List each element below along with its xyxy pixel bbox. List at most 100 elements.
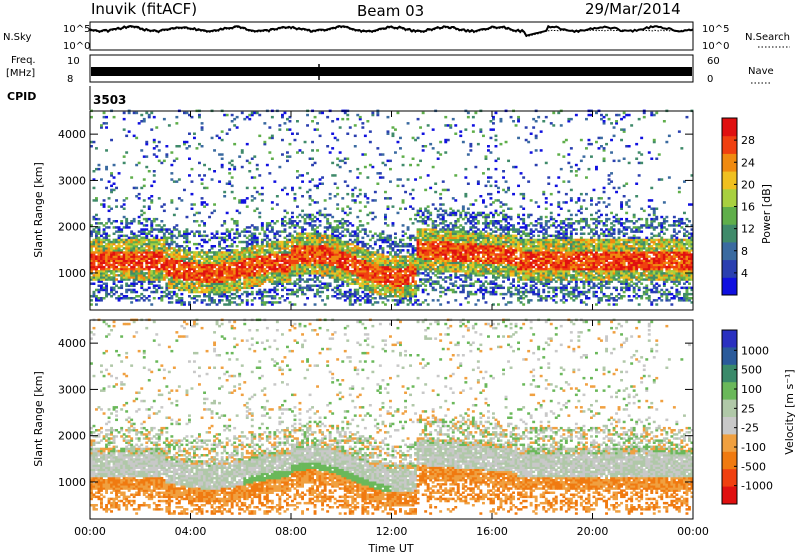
power-cell: [258, 245, 261, 247]
power-cell: [454, 291, 457, 293]
power-cell: [387, 224, 390, 226]
power-cell: [301, 287, 304, 289]
power-cell: [477, 299, 480, 301]
power-cell: [341, 262, 344, 264]
power-cell: [95, 230, 98, 232]
power-cell: [464, 297, 467, 299]
power-cell: [180, 199, 183, 201]
power-cell: [467, 218, 470, 220]
power-cell: [467, 208, 470, 210]
power-cell: [467, 230, 470, 232]
power-cell: [100, 178, 103, 180]
power-cell: [306, 278, 309, 280]
power-cell: [163, 274, 166, 276]
power-cell: [417, 220, 420, 222]
nave-label: Nave: [748, 66, 774, 77]
power-cell: [143, 299, 146, 301]
power-cell: [339, 126, 342, 128]
power-cell: [316, 218, 319, 220]
power-cell: [198, 251, 201, 253]
freq-panel: Freq. [MHz] 10 8 60 0 Nave: [6, 55, 774, 85]
power-cell: [286, 239, 289, 241]
power-cell: [432, 287, 435, 289]
power-cell: [208, 255, 211, 257]
power-cell: [251, 303, 254, 305]
power-cell: [392, 205, 395, 207]
power-cell: [211, 255, 214, 257]
power-cell: [485, 235, 488, 237]
power-cell: [439, 235, 442, 237]
power-cell: [387, 205, 390, 207]
power-cell: [361, 241, 364, 243]
power-cell: [221, 299, 224, 301]
power-cell: [346, 158, 349, 160]
power-cell: [203, 299, 206, 301]
power-cell: [402, 199, 405, 201]
power-cell: [228, 295, 231, 297]
power-cell: [113, 287, 116, 289]
power-cell: [108, 210, 111, 212]
power-cell: [369, 272, 372, 274]
power-cell: [356, 226, 359, 228]
power-cell: [427, 124, 430, 126]
power-cell: [485, 258, 488, 260]
power-cell: [168, 253, 171, 255]
power-cell: [356, 216, 359, 218]
power-cell: [268, 151, 271, 153]
power-cell: [158, 268, 161, 270]
power-cell: [160, 291, 163, 293]
power-cell: [427, 233, 430, 235]
power-cell: [191, 297, 194, 299]
power-cell: [93, 274, 96, 276]
power-cell: [95, 266, 98, 268]
power-cell: [155, 126, 158, 128]
power-cell: [306, 124, 309, 126]
power-cell: [163, 203, 166, 205]
power-cell: [163, 233, 166, 235]
power-cell: [339, 160, 342, 162]
power-cell: [233, 241, 236, 243]
power-cell: [314, 303, 317, 305]
power-cell: [289, 120, 292, 122]
power-cell: [213, 235, 216, 237]
power-cell: [479, 280, 482, 282]
power-cell: [123, 247, 126, 249]
power-cell: [228, 128, 231, 130]
power-cell: [201, 239, 204, 241]
power-cell: [485, 155, 488, 157]
power-cell: [186, 228, 189, 230]
power-cell: [424, 278, 427, 280]
power-cell: [457, 230, 460, 232]
power-cell: [98, 285, 101, 287]
power-cell: [349, 243, 352, 245]
power-cell: [226, 245, 229, 247]
power-cell: [402, 249, 405, 251]
power-cell: [170, 199, 173, 201]
power-cell: [371, 247, 374, 249]
power-cell: [251, 233, 254, 235]
power-cell: [175, 249, 178, 251]
power-cell: [133, 112, 136, 114]
power-cell: [427, 278, 430, 280]
power-cell: [454, 124, 457, 126]
power-cell: [472, 224, 475, 226]
power-cell: [447, 287, 450, 289]
power-cell: [236, 280, 239, 282]
power-cell: [369, 230, 372, 232]
power-cell: [105, 116, 108, 118]
power-cell: [231, 268, 234, 270]
power-cell: [118, 287, 121, 289]
power-cell: [266, 249, 269, 251]
power-cell: [148, 299, 151, 301]
power-cell: [344, 212, 347, 214]
power-cell: [201, 145, 204, 147]
power-cell: [452, 197, 455, 199]
power-cell: [409, 205, 412, 207]
power-cell: [103, 199, 106, 201]
power-cell: [93, 170, 96, 172]
power-cell: [427, 216, 430, 218]
power-cell: [248, 239, 251, 241]
power-cell: [251, 176, 254, 178]
power-cell: [180, 235, 183, 237]
